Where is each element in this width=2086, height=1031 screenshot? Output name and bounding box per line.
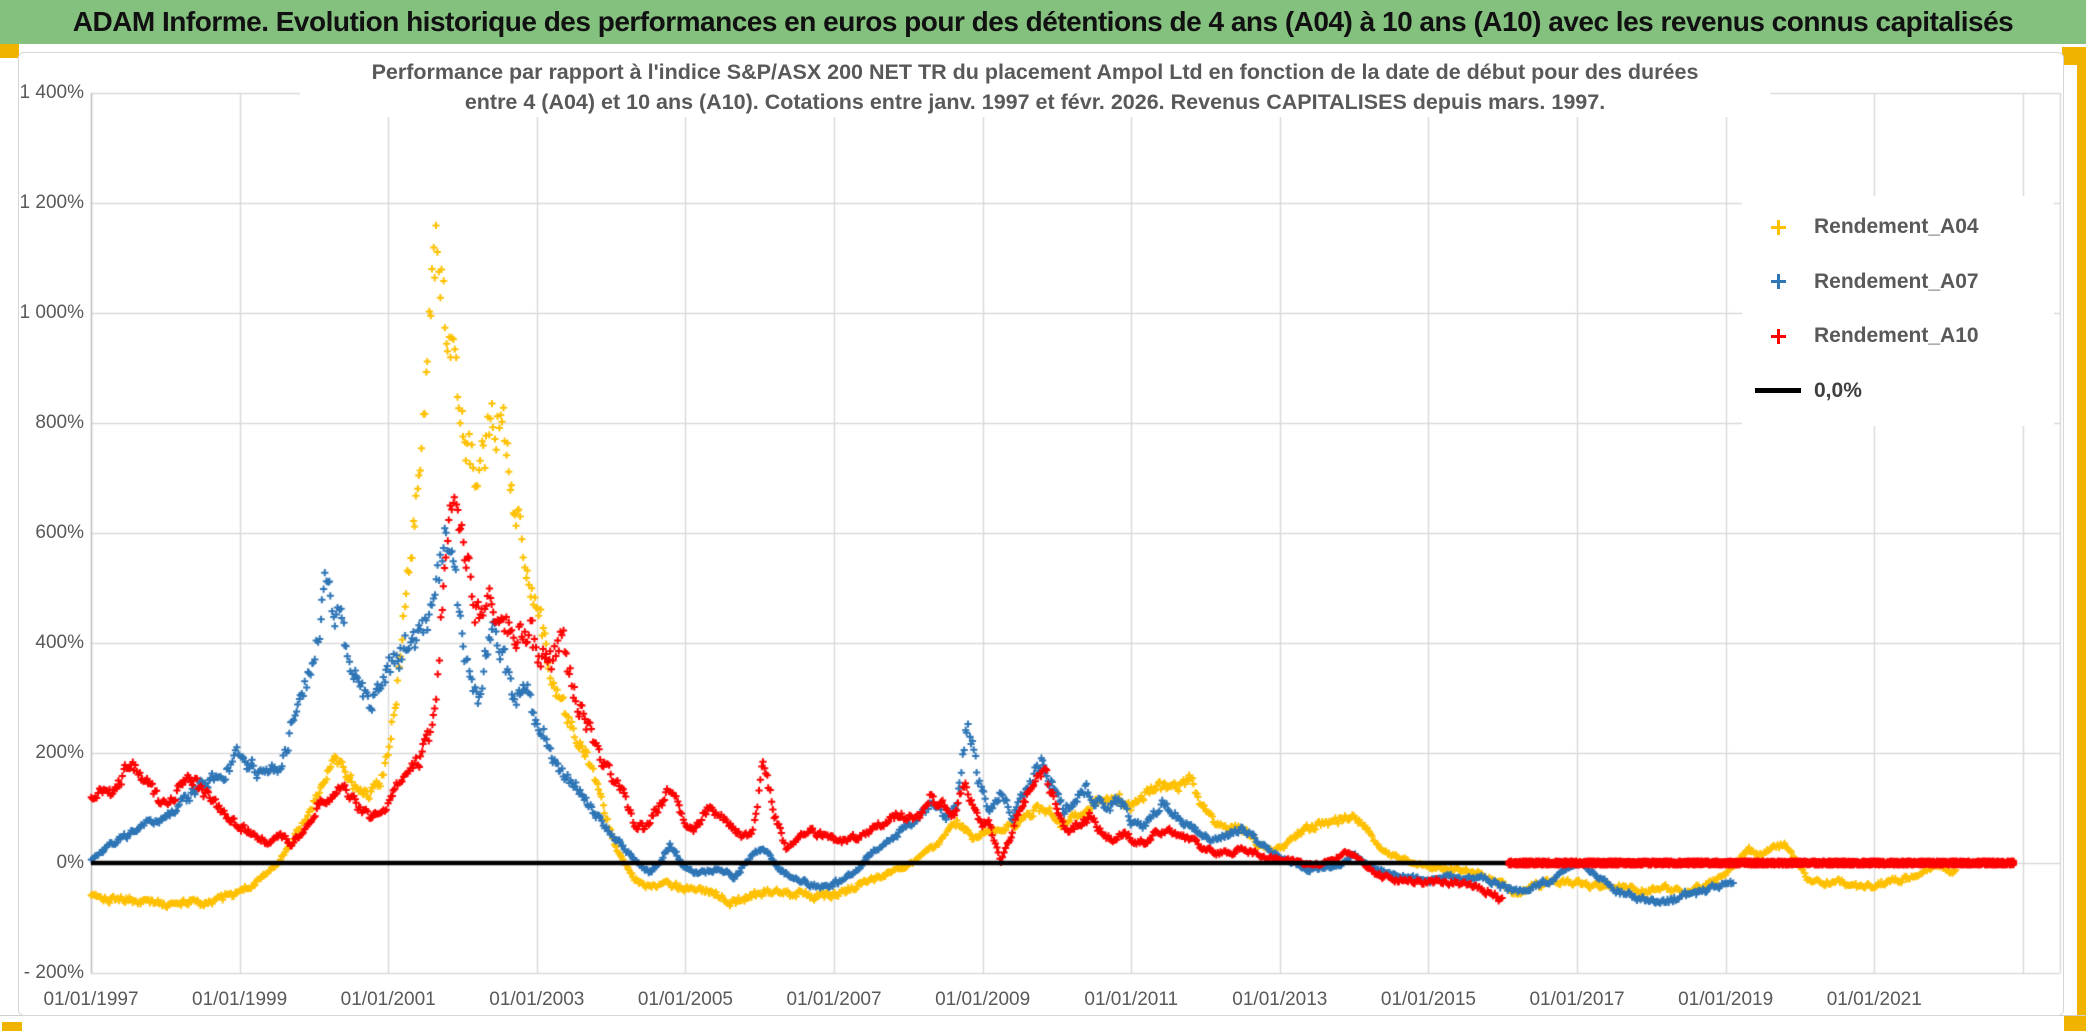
legend-item-zero-line[interactable]: 0,0%	[1742, 366, 2054, 416]
x-tick-label: 01/01/1999	[192, 989, 288, 1010]
y-tick-label: 400%	[35, 632, 84, 653]
y-tick-label: 0%	[56, 852, 84, 873]
chart-title-line1: Performance par rapport à l'indice S&P/A…	[371, 60, 1699, 84]
legend-label: Rendement_A10	[1814, 324, 1979, 348]
chart-legend: Rendement_A04 Rendement_A07 Rendement_A1…	[1742, 196, 2054, 426]
x-tick-label: 01/01/2001	[340, 989, 436, 1010]
legend-item-rendement-a07[interactable]: Rendement_A07	[1742, 257, 2054, 307]
x-tick-label: 01/01/2013	[1232, 989, 1328, 1010]
y-tick-label: 1 000%	[19, 302, 84, 323]
x-tick-label: 01/01/2015	[1380, 989, 1476, 1010]
zero-line-marker-icon	[1755, 388, 1801, 394]
legend-item-rendement-a10[interactable]: Rendement_A10	[1742, 311, 2054, 361]
legend-label: Rendement_A04	[1814, 215, 1979, 238]
y-tick-label: 800%	[35, 412, 84, 433]
x-tick-label: 01/01/2007	[786, 989, 882, 1010]
x-tick-label: 01/01/2019	[1678, 989, 1774, 1010]
y-tick-label: 1 400%	[19, 82, 84, 103]
x-tick-label: 01/01/2009	[935, 989, 1031, 1010]
x-tick-label: 01/01/2011	[1084, 989, 1179, 1010]
x-tick-label: 01/01/2003	[489, 989, 585, 1010]
legend-label: Rendement_A07	[1814, 269, 1979, 293]
plus-marker-icon	[1770, 328, 1786, 344]
y-tick-label: 600%	[35, 522, 84, 543]
x-tick-label: 01/01/2005	[637, 989, 733, 1010]
y-tick-label: 1 200%	[19, 192, 84, 213]
x-tick-label: 01/01/2021	[1826, 989, 1922, 1010]
chart-title: Performance par rapport à l'indice S&P/A…	[300, 57, 1770, 117]
legend-item-rendement-a04[interactable]: Rendement_A04	[1742, 202, 2054, 252]
chart-title-line2: entre 4 (A04) et 10 ans (A10). Cotations…	[464, 90, 1606, 114]
x-tick-label: 01/01/1997	[43, 989, 139, 1010]
y-tick-label: 200%	[35, 742, 84, 763]
y-tick-label: - 200%	[23, 962, 84, 983]
x-tick-label: 01/01/2017	[1529, 989, 1625, 1010]
plus-marker-icon	[1770, 219, 1786, 235]
legend-label: 0,0%	[1814, 378, 1862, 402]
plus-marker-icon	[1770, 274, 1786, 290]
